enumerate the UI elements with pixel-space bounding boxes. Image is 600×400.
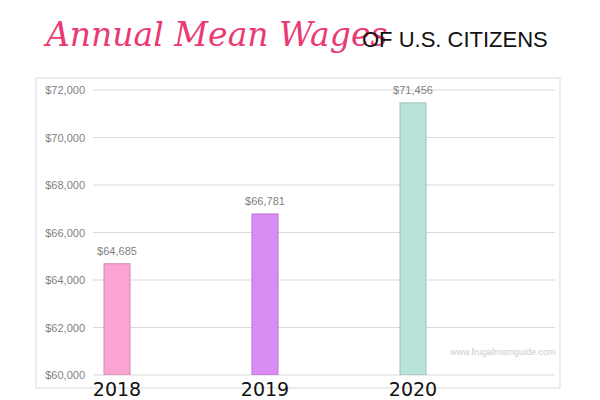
chart-frame [36,78,560,388]
y-tick-label: $62,000 [45,322,85,334]
title: Annual Mean Wages [43,15,387,54]
y-tick-label: $64,000 [45,274,85,286]
bar [400,103,426,375]
bar [104,264,130,375]
grid-line [93,185,555,186]
y-tick-label: $60,000 [45,369,85,381]
watermark: www.frugalmomguide.com [449,347,556,357]
data-label: $71,456 [393,84,433,96]
bar [252,214,278,375]
grid-line [93,90,555,91]
y-tick-label: $72,000 [45,84,85,96]
data-label: $66,781 [245,195,285,207]
grid-line [93,232,555,233]
grid-line [93,327,555,328]
x-tick-label: 2019 [241,378,289,400]
grid-line [93,137,555,138]
y-tick-label: $66,000 [45,227,85,239]
x-tick-label: 2018 [93,378,141,400]
y-tick-label: $68,000 [45,179,85,191]
grid-line [93,375,555,376]
x-tick-label: 2020 [389,378,437,400]
grid-line [93,280,555,281]
chart-container: Annual Mean WagesOF U.S. CITIZENS $60,000… [0,0,600,400]
y-tick-label: $70,000 [45,132,85,144]
bars [104,103,426,375]
data-label: $64,685 [97,245,137,257]
subtitle: OF U.S. CITIZENS [362,27,548,52]
chart-svg: Annual Mean WagesOF U.S. CITIZENS $60,000… [0,0,600,400]
